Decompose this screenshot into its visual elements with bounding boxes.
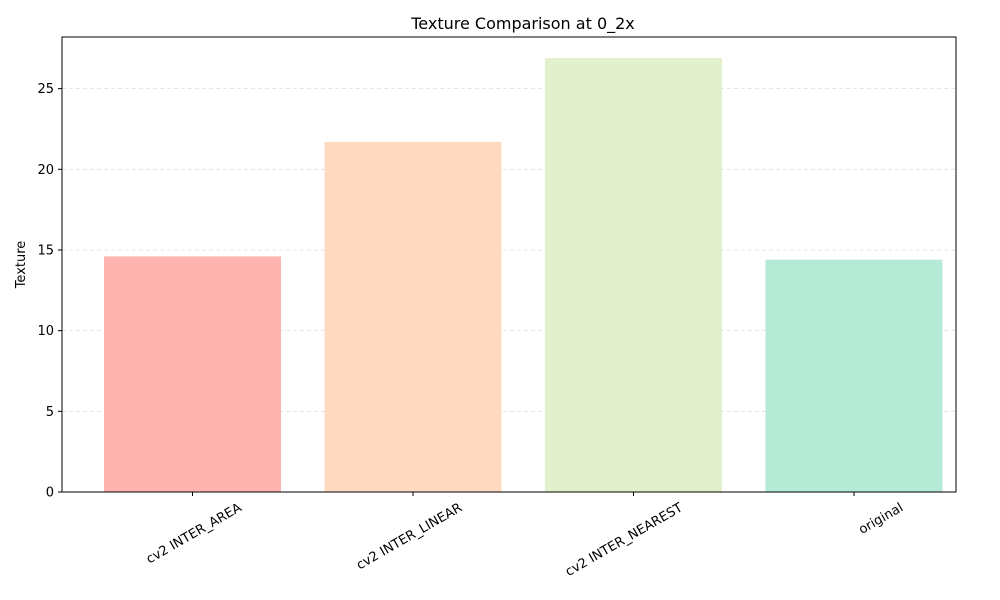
x-tick-label: cv2 INTER_AREA <box>144 500 245 567</box>
y-axis-ticks: 0 5 10 15 20 25 <box>37 82 62 501</box>
x-tick-label: cv2 INTER_NEAREST <box>563 500 686 579</box>
y-tick-label: 25 <box>37 82 54 97</box>
bar-original <box>765 259 943 492</box>
y-tick-label: 5 <box>46 405 54 420</box>
x-tick-label: cv2 INTER_LINEAR <box>354 500 465 573</box>
x-tick-label: original <box>856 500 906 537</box>
plot-area-frame <box>61 36 957 493</box>
bar-cv2-inter-linear <box>324 141 502 492</box>
y-tick-label: 10 <box>37 324 54 339</box>
chart-title: Texture Comparison at 0_2x <box>410 14 635 34</box>
bars <box>104 57 943 492</box>
x-axis-ticks: cv2 INTER_AREA cv2 INTER_LINEAR cv2 INTER_… <box>144 492 906 580</box>
y-tick-label: 0 <box>46 486 54 501</box>
bar-cv2-inter-nearest <box>545 57 722 492</box>
y-tick-label: 15 <box>37 243 54 258</box>
y-axis-label: Texture <box>14 241 29 290</box>
y-tick-label: 20 <box>37 163 54 178</box>
bar-cv2-inter-area <box>104 256 281 492</box>
